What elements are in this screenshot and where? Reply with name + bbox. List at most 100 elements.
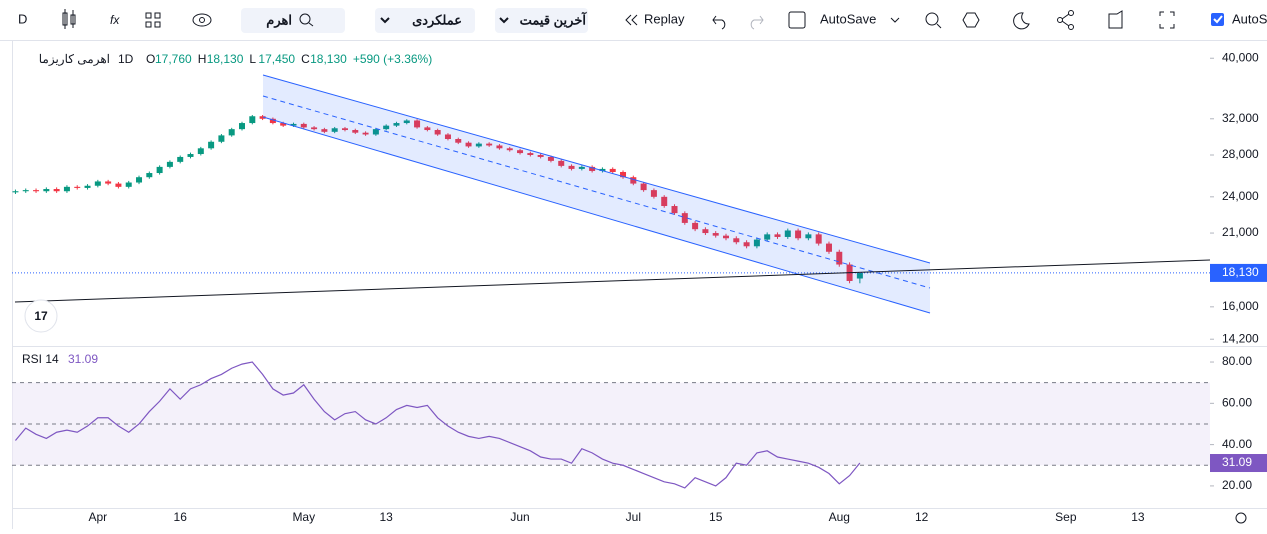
autosave-label[interactable]: AutoSave: [820, 11, 876, 26]
share-icon[interactable]: [1057, 10, 1074, 30]
chevron: [499, 17, 509, 24]
x-tick-label: Sep: [1055, 510, 1077, 524]
symbol-search[interactable]: [241, 8, 345, 33]
y-tick-label: 60.00: [1222, 396, 1252, 410]
candle-icon[interactable]: [62, 9, 76, 29]
candle-body: [661, 196, 668, 207]
candle-body: [125, 182, 132, 187]
indicators-icon[interactable]: fx: [110, 13, 120, 27]
legend-value: 18,130: [310, 52, 347, 66]
last-price-label: 18,130: [1222, 265, 1259, 279]
alert-icon[interactable]: [925, 12, 942, 29]
candle-body: [259, 116, 266, 119]
layout-icon[interactable]: [145, 12, 161, 28]
legend-key: O: [146, 52, 155, 66]
redo-icon[interactable]: [750, 15, 764, 30]
x-tick-label: 15: [709, 510, 723, 524]
candle-body: [620, 171, 627, 178]
candle-body: [341, 128, 348, 131]
fullscreen-icon[interactable]: [1159, 11, 1175, 29]
candle-body: [599, 168, 606, 171]
candle-body: [146, 173, 153, 178]
y-tick-label: 20.00: [1222, 478, 1252, 492]
checkbox[interactable]: [788, 11, 806, 29]
trend-line: [14, 259, 1211, 303]
x-tick-label: 16: [174, 510, 188, 524]
candle-body: [589, 166, 596, 171]
candle-body: [506, 148, 513, 151]
candle-body: [290, 123, 297, 126]
y-tick-label: 14,200: [1222, 331, 1259, 345]
candle-body: [43, 189, 50, 192]
candle-body: [743, 242, 750, 247]
rsi-last-box: [1210, 454, 1267, 473]
candle-body: [712, 233, 719, 236]
y-tick-label: 24,000: [1222, 189, 1259, 203]
rsi-band: [12, 382, 1210, 466]
symbol-name: اهرمی کاریزما: [39, 52, 110, 66]
y-tick-label: 32,000: [1222, 111, 1259, 125]
candle-body: [609, 168, 616, 172]
theme-icon[interactable]: [1013, 12, 1030, 30]
legend-key: H: [198, 52, 207, 66]
chevron[interactable]: [890, 17, 900, 23]
legend-value: 17,760: [155, 52, 192, 66]
legend-value: 18,130: [207, 52, 244, 66]
candle-body: [115, 183, 122, 187]
candle-body: [269, 118, 276, 124]
candle-body: [311, 127, 318, 130]
candle-body: [352, 130, 359, 133]
candle-body: [527, 153, 534, 156]
undo-icon[interactable]: [712, 15, 726, 30]
candle-body: [22, 190, 29, 192]
eye-icon[interactable]: [192, 13, 212, 27]
x-tick-label: Apr: [88, 510, 107, 524]
checkbox-checked[interactable]: [1211, 13, 1224, 26]
replay-button[interactable]: Replay: [644, 11, 685, 26]
candle-body: [403, 120, 410, 124]
gear-icon[interactable]: [1235, 512, 1247, 524]
last-price-box: [1210, 263, 1267, 282]
chart-style: عملکردی: [412, 12, 462, 28]
autosave-cut[interactable]: AutoS: [1232, 11, 1267, 26]
candle-body: [187, 154, 194, 157]
rsi-title: RSI 14: [22, 352, 59, 366]
y-tick-label: 16,000: [1222, 299, 1259, 313]
legend-change: +590 (+3.36%): [353, 52, 432, 66]
candle-body: [228, 129, 235, 136]
replay-icon[interactable]: [625, 14, 638, 26]
candle-body: [733, 238, 740, 243]
publish-icon[interactable]: [1108, 10, 1123, 29]
candle-body: [537, 155, 544, 157]
candle-body: [33, 190, 40, 192]
candle-body: [424, 127, 431, 131]
candle-body: [208, 141, 215, 149]
settings-icon[interactable]: [962, 12, 980, 28]
toolbar: [0, 0, 1267, 40]
candle-body: [640, 183, 647, 191]
candle-body: [63, 186, 70, 192]
candle-body: [856, 272, 863, 279]
price-source-select[interactable]: [495, 8, 588, 33]
candle-body: [455, 139, 462, 143]
candle-body: [166, 161, 173, 167]
candle-body: [578, 166, 585, 169]
y-tick-label: 40,000: [1222, 50, 1259, 64]
candle-body: [836, 251, 843, 265]
candle-body: [94, 181, 101, 186]
candle-body: [84, 185, 91, 188]
svg-text:17: 17: [34, 309, 48, 323]
legend-interval: 1D: [118, 52, 134, 66]
x-tick-label: Jun: [510, 510, 529, 524]
chart-style-select[interactable]: [375, 8, 475, 33]
candle-body: [331, 128, 338, 132]
candle-body: [136, 177, 143, 183]
rsi-value: 31.09: [68, 352, 98, 366]
parallel-channel: [262, 74, 931, 314]
y-tick-label: 21,000: [1222, 225, 1259, 239]
interval-button[interactable]: D: [18, 11, 27, 26]
candle-body: [197, 148, 204, 155]
candle-body: [486, 143, 493, 146]
candle-body: [444, 134, 451, 140]
